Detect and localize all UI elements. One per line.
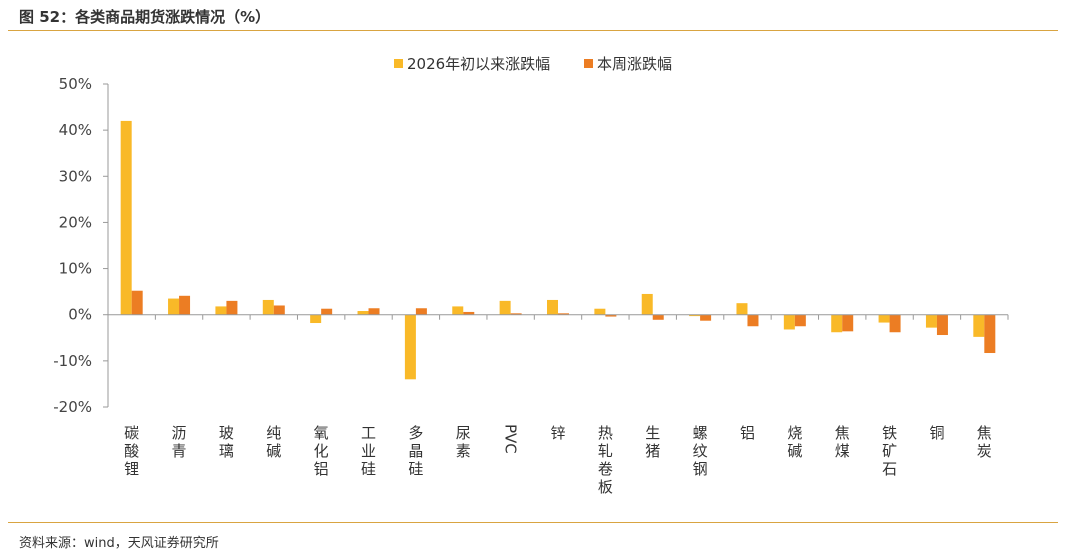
bar-week [936, 314, 948, 336]
bar-week [558, 313, 569, 315]
bar-week [984, 314, 996, 354]
bar-ytd [262, 299, 274, 315]
bar-ytd [404, 314, 416, 380]
bottom-divider [8, 522, 1058, 523]
bar-ytd [357, 311, 369, 315]
bar-ytd [452, 306, 464, 315]
bar-ytd [499, 300, 511, 315]
bar-week [368, 308, 380, 315]
bar-ytd [925, 314, 937, 328]
bar-week [131, 290, 143, 315]
bar-ytd [594, 308, 606, 315]
y-tick-label: 0% [68, 306, 92, 324]
bar-week [226, 300, 238, 315]
bar-week [415, 308, 427, 315]
y-axis: 50% 40% 30% 20% 10% 0% -10% -20% [53, 75, 109, 416]
bar-ytd [310, 314, 322, 324]
bar-week [321, 308, 333, 315]
bar-week [179, 295, 191, 315]
legend-label: 本周涨跌幅 [597, 55, 672, 73]
y-tick-label: 20% [59, 213, 92, 231]
x-category-label: 生猪 [645, 424, 660, 460]
x-category-label: 尿素 [456, 424, 471, 460]
x-category-label: 铝 [740, 424, 755, 442]
x-category-label: 多晶硅 [408, 424, 423, 478]
bar-ytd [783, 314, 795, 330]
bar-week [463, 311, 475, 315]
bar-week [273, 305, 285, 315]
legend: 2026年初以来涨跌幅 本周涨跌幅 [394, 55, 672, 73]
y-tick-label: 10% [59, 260, 92, 278]
x-category-label: 纯碱 [266, 424, 281, 460]
y-tick-label: 30% [59, 167, 92, 185]
bar-ytd [689, 314, 701, 317]
x-category-label: PVC [502, 424, 520, 454]
bar-ytd [736, 303, 748, 315]
x-category-label: 烧碱 [787, 424, 802, 460]
x-category-label: 沥青 [172, 424, 187, 460]
x-category-label: 工业硅 [361, 424, 376, 478]
x-category-label: 铁矿石 [882, 424, 897, 478]
y-tick-label: 50% [59, 75, 92, 93]
x-category-label: 碳酸锂 [124, 424, 139, 478]
bar-ytd [215, 306, 227, 315]
bars [120, 120, 996, 380]
bar-ytd [878, 314, 890, 323]
bar-week [510, 313, 522, 315]
y-tick-label: -10% [53, 352, 92, 370]
bar-week [889, 314, 901, 333]
x-category-label: 锌 [550, 424, 565, 442]
x-category-label: 玻璃 [219, 424, 234, 460]
bar-ytd [973, 314, 985, 337]
bar-ytd [641, 293, 653, 315]
y-tick-label: -20% [53, 398, 92, 416]
x-category-label: 焦煤 [835, 424, 850, 460]
x-category-label: 焦炭 [977, 424, 992, 460]
legend-label: 2026年初以来涨跌幅 [407, 55, 550, 73]
bar-ytd [831, 314, 843, 333]
bar-week [747, 314, 759, 327]
legend-swatch [394, 59, 403, 68]
y-tick-label: 40% [59, 121, 92, 139]
bar-week [794, 314, 806, 327]
bar-week [652, 314, 664, 320]
bar-week [842, 314, 854, 332]
figure-title: 图 52：各类商品期货涨跌情况（%） [19, 8, 271, 26]
x-category-label: 铜 [929, 424, 944, 442]
source-note: 资料来源：wind，天风证券研究所 [19, 536, 219, 551]
x-category-label: 氧化铝 [314, 424, 329, 478]
x-category-label: 螺纹钢 [693, 424, 708, 478]
top-divider [8, 30, 1058, 31]
bar-ytd [168, 298, 180, 315]
bar-week [700, 314, 712, 321]
bar-ytd [120, 120, 132, 315]
x-category-label: 热轧卷板 [598, 424, 613, 496]
legend-swatch [584, 59, 593, 68]
bar-ytd [547, 299, 558, 315]
bar-week [605, 314, 617, 317]
bar-chart: 2026年初以来涨跌幅 本周涨跌幅 50% 40% 30% 20% 10% 0% -10% -2… [53, 55, 1009, 496]
